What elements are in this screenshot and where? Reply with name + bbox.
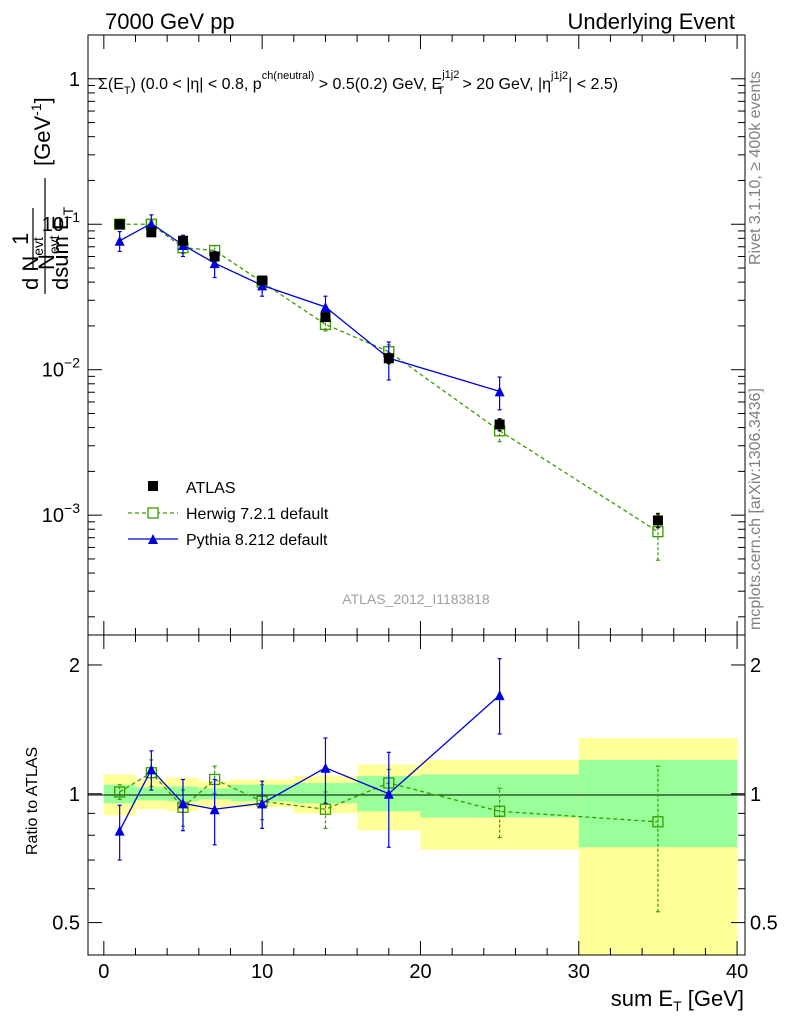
data-point-pythia [494,386,505,397]
ratio-ticks: 0.5 0.51 12 20 10 20 30 40 [52,635,778,983]
ratio-ylabel: Ratio to ATLAS [24,747,41,855]
svg-text:1: 1 [8,233,33,245]
plot-title: Σ(ET) (0.0 < |η| < 0.8, pch(neutral) > 0… [98,69,618,97]
data-point-herwig [493,805,506,817]
data-point-pythia [146,764,157,775]
ratio-y-tick-label: 0.5 [52,913,80,935]
main-panel: 1 10−1 10−2 10−3 [42,34,746,636]
data-point-atlas [209,251,220,262]
x-tick-label: 20 [409,961,431,983]
series-line [119,223,659,533]
series-atlas [114,219,663,529]
x-tick-label: 0 [98,961,109,983]
y-tick-label: 10−1 [42,209,80,236]
main-ylabel: 1 Nevt . . [8,208,62,270]
data-point-pythia [383,788,394,799]
data-point-atlas [146,227,157,238]
data-point-pythia [177,798,188,809]
ratio-y-tick-label-right: 0.5 [750,913,778,935]
series-pythia [114,214,505,411]
main-ylabel-fraction: d Nevt dsum ET [GeV-1] [18,97,76,294]
data-point-atlas [114,219,125,230]
series-line [119,222,500,392]
data-point-pythia [257,798,268,809]
x-axis-label: sum ET [GeV] [611,986,744,1014]
x-tick-label: 40 [726,961,748,983]
legend-entry-pythia: Pythia 8.212 default [128,532,328,549]
svg-text:d Nevt: d Nevt [18,237,46,290]
data-point-pythia [114,825,125,836]
data-point-herwig [114,786,126,798]
data-point-pythia [320,762,331,773]
data-point-pythia [209,258,220,269]
ratio-panel: 0.5 0.51 12 20 10 20 30 40 [52,634,778,983]
ratio-bands [103,738,738,955]
svg-text:Pythia 8.212 default: Pythia 8.212 default [186,532,328,549]
svg-text:dsum ET: dsum ET [48,206,76,290]
data-point-atlas [494,419,505,430]
svg-text:Herwig 7.2.1 default: Herwig 7.2.1 default [186,506,329,523]
ratio-frame [87,634,746,956]
series-pythia [114,657,505,861]
header-left: 7000 GeV pp [105,9,235,34]
ratio-y-tick-label: 1 [69,784,80,806]
data-point-atlas [177,235,188,246]
data-point-pythia [209,804,220,815]
svg-text:[GeV-1]: [GeV-1] [28,97,55,166]
ratio-y-tick-label-right: 2 [750,655,761,677]
ratio-band-green [135,787,168,801]
svg-text:ATLAS: ATLAS [186,480,236,497]
y-tick-label: 10−2 [42,355,80,382]
data-point-herwig [652,816,664,828]
data-point-atlas [257,275,268,286]
data-point-pythia [494,690,505,701]
x-tick-label: 30 [568,961,590,983]
y-tick-label: 1 [69,69,80,91]
data-point-pythia [320,301,331,312]
svg-text:Nevt: Nevt [34,235,62,270]
legend: ATLAS Herwig 7.2.1 default Pythia 8.212 … [128,480,329,549]
rivet-label: Rivet 3.1.10, ≥ 400k events [747,71,764,265]
legend-entry-herwig: Herwig 7.2.1 default [128,506,329,523]
data-point-atlas [652,515,663,526]
data-point-pythia [146,218,157,229]
ratio-y-tick-label: 2 [69,655,80,677]
series-line [119,694,501,831]
data-point-pythia [114,235,125,246]
legend-entry-atlas: ATLAS [148,480,236,497]
data-point-herwig [319,803,332,815]
x-tick-label: 10 [251,961,273,983]
watermark: ATLAS_2012_I1183818 [342,591,490,607]
ratio-y-tick-label-right: 1 [750,784,761,806]
header-right: Underlying Event [567,9,735,34]
data-point-atlas [320,312,331,323]
data-point-atlas [383,353,394,364]
y-tick-label: 10−3 [42,500,80,527]
mcplots-label: mcplots.cern.ch [arXiv:1306.3436] [747,388,764,630]
main-ticks: 1 10−1 10−2 10−3 [42,34,745,635]
